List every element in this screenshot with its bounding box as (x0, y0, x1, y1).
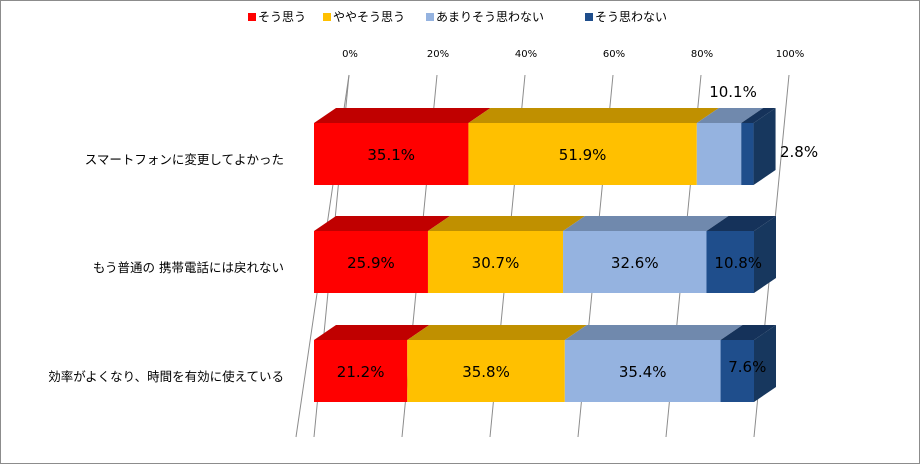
x-tick-label-3: 60% (603, 49, 625, 60)
x-tick-label-1: 20% (427, 49, 449, 60)
bar-front-0-2 (696, 123, 742, 185)
bar-top-2-2 (564, 325, 743, 340)
bar-top-1-0 (314, 216, 450, 231)
data-label-2-3: 7.6% (728, 358, 766, 376)
bar-front-1-3 (706, 231, 754, 293)
bar-2-3 (720, 325, 776, 402)
bar-0-1 (468, 108, 719, 185)
x-axis-ticks: 0% 20% 40% 60% 80% 100% (342, 49, 804, 60)
bar-front-2-2 (564, 340, 721, 402)
bar-top-2-1 (407, 325, 587, 340)
bar-1-1 (427, 216, 586, 293)
legend: そう思う ややそう思う あまりそう思わない そう思わない (248, 10, 667, 24)
data-labels: 35.1% 51.9% 10.1% 2.8% 25.9% 30.7% 32.6% 10.8% 2… (337, 83, 818, 381)
bar-top-1-1 (427, 216, 586, 231)
data-label-1-0: 25.9% (347, 254, 395, 272)
x-tick-label-4: 80% (691, 49, 713, 60)
bar-front-0-1 (468, 123, 697, 185)
bar-front-1-2 (563, 231, 707, 293)
bar-side-1 (754, 216, 776, 293)
bar-top-2-3 (720, 325, 776, 340)
x-tick-label-0: 0% (342, 49, 358, 60)
bar-front-1-1 (427, 231, 564, 293)
legend-swatch-2 (426, 13, 434, 21)
legend-swatch-1 (323, 13, 331, 21)
data-label-0-3: 2.8% (780, 143, 818, 161)
data-label-2-2: 35.4% (619, 363, 667, 381)
bar-top-0-1 (468, 108, 719, 123)
data-label-0-0: 35.1% (367, 146, 415, 164)
bar-top-2-0 (314, 325, 430, 340)
bar-top-0-0 (314, 108, 491, 123)
bar-front-1-0 (314, 231, 428, 293)
bar-2-2 (564, 325, 743, 402)
bar-1-3 (706, 216, 776, 293)
category-label-1: もう普通の 携帯電話には戻れない (93, 260, 284, 275)
data-label-1-1: 30.7% (472, 254, 520, 272)
data-label-0-1: 51.9% (559, 146, 607, 164)
bar-front-2-0 (314, 340, 408, 402)
bar-2-0 (314, 325, 430, 402)
category-label-2: 効率がよくなり、時間を有効に使えている (48, 369, 284, 384)
data-label-2-0: 21.2% (337, 363, 385, 381)
bar-front-2-1 (407, 340, 565, 402)
category-label-0: スマートフォンに変更してよかった (85, 152, 284, 167)
bar-side-2 (754, 325, 776, 402)
legend-label-1: ややそう思う (333, 10, 405, 24)
legend-label-0: そう思う (258, 10, 306, 24)
bar-1-2 (563, 216, 729, 293)
legend-swatch-3 (585, 13, 593, 21)
legend-label-3: そう思わない (595, 10, 667, 24)
bar-side-0 (753, 108, 776, 185)
x-tick-label-2: 40% (515, 49, 537, 60)
legend-label-2: あまりそう思わない (436, 10, 544, 24)
bar-0-3 (741, 108, 776, 185)
data-label-1-3: 10.8% (714, 254, 762, 272)
bar-top-0-3 (741, 108, 776, 123)
bar-top-1-3 (706, 216, 776, 231)
data-label-1-2: 32.6% (611, 254, 659, 272)
bar-1-0 (314, 216, 450, 293)
bar-0-0 (314, 108, 491, 185)
bar-front-0-0 (314, 123, 469, 185)
bar-0-2 (696, 108, 764, 185)
bars (314, 108, 776, 402)
data-label-0-2: 10.1% (709, 83, 757, 101)
bar-2-1 (407, 325, 587, 402)
legend-swatch-0 (248, 13, 256, 21)
bar-front-0-3 (741, 123, 754, 185)
bar-top-1-2 (563, 216, 729, 231)
bar-front-2-3 (720, 340, 754, 402)
x-tick-label-5: 100% (776, 49, 805, 60)
data-label-2-1: 35.8% (462, 363, 510, 381)
bar-top-0-2 (696, 108, 764, 123)
